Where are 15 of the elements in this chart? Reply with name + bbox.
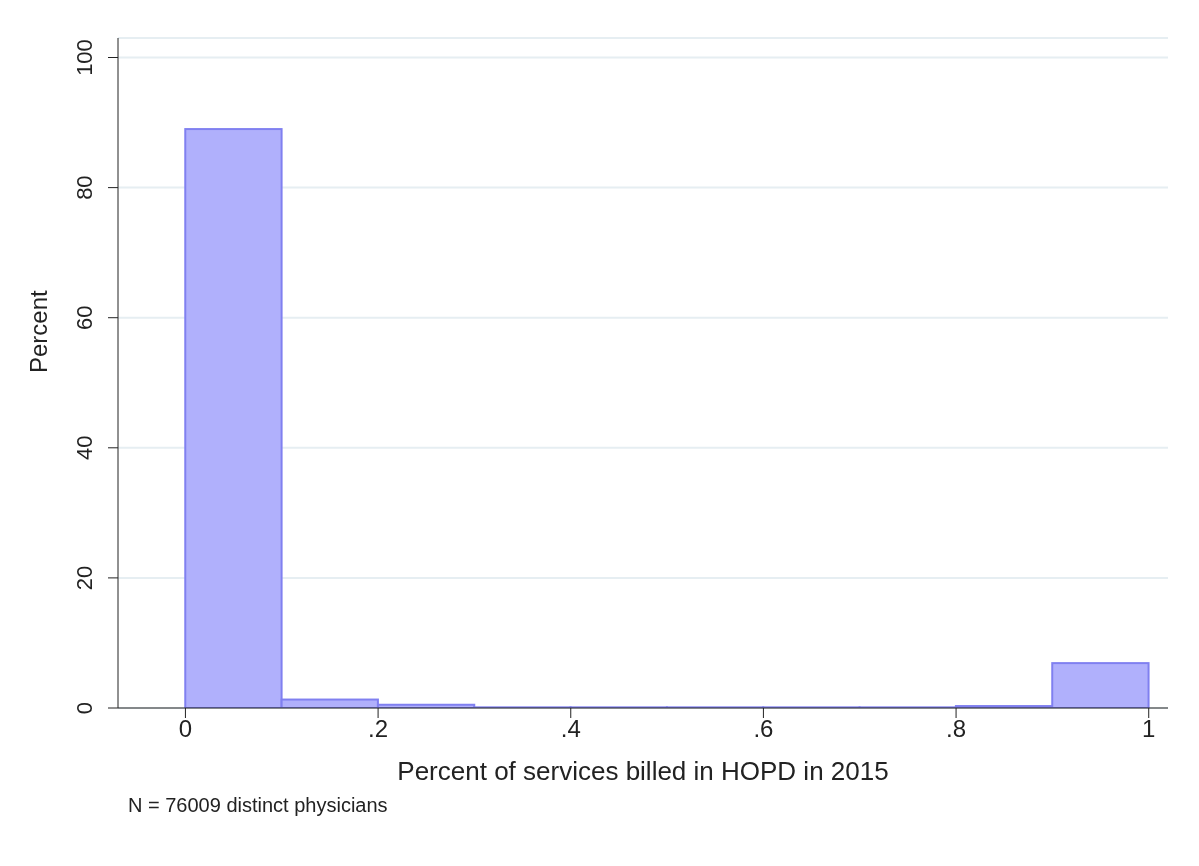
y-tick-label: 0 — [72, 701, 97, 715]
x-tick-label: 0 — [178, 715, 193, 743]
y-tick-label: 20 — [72, 565, 97, 591]
y-tick-label: 80 — [72, 175, 97, 200]
x-tick-label: .2 — [368, 715, 389, 743]
y-axis-title: Percent — [24, 289, 52, 373]
y-tick-label: 60 — [72, 305, 97, 330]
x-tick-label: .4 — [560, 715, 581, 743]
x-axis-title: Percent of services billed in HOPD in 2015 — [397, 756, 889, 786]
text: N = 76009 distinct physicians — [128, 794, 389, 817]
x-tick-label: 1 — [1142, 715, 1156, 743]
y-tick-label: 100 — [72, 39, 97, 76]
y-tick-label: 40 — [72, 435, 97, 461]
x-tick-label: .6 — [753, 715, 774, 743]
x-tick-label: .8 — [946, 715, 967, 743]
